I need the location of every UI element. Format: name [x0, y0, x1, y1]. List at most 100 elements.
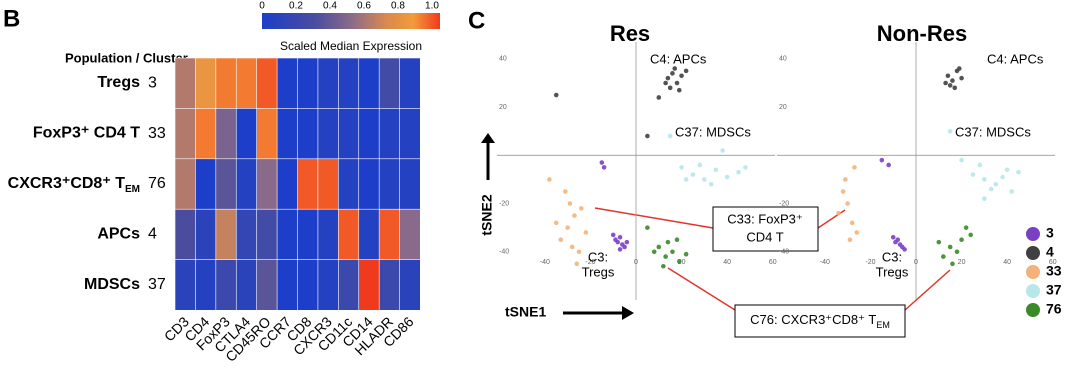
arrow-head: [481, 133, 495, 143]
annotation: C37: MDSCs: [955, 124, 1031, 139]
heat-cell: [297, 57, 319, 110]
heat-cell: [256, 208, 278, 261]
point: [968, 232, 973, 238]
point: [849, 220, 855, 226]
heat-cell: [358, 108, 380, 160]
point: [565, 225, 570, 230]
heat-cell: [297, 108, 319, 160]
callout-text: CD4 T: [746, 229, 783, 244]
heat-cell: [399, 57, 421, 110]
row-label: FoxP3⁺ CD4 T: [33, 125, 140, 142]
x-tick-label: -20: [585, 259, 595, 266]
heat-cell: [399, 208, 421, 261]
heat-cell: [358, 57, 380, 110]
point: [936, 239, 942, 245]
point: [674, 80, 680, 86]
heat-cell: [378, 57, 401, 110]
heat-cell: [174, 57, 197, 110]
point: [697, 162, 703, 168]
point: [845, 201, 850, 206]
heat-cell: [338, 208, 360, 261]
y-tick-label: 40: [779, 56, 787, 63]
point: [902, 247, 907, 252]
heat-cell: [195, 158, 217, 210]
point: [624, 239, 630, 245]
heat-cell: [317, 158, 339, 210]
heat-cell: [195, 259, 217, 311]
heat-cell: [338, 108, 360, 160]
heat-cell: [174, 208, 197, 261]
heat-cell: [338, 158, 360, 210]
point: [547, 177, 552, 182]
y-tick-label: -20: [499, 200, 509, 207]
callout-main: C76: CXCR3⁺CD8⁺ T: [750, 312, 876, 327]
heat-cell: [399, 259, 421, 311]
annotation: C3:: [882, 249, 902, 264]
row-label: CXCR3⁺CD8⁺ TEM: [8, 175, 140, 195]
row-cluster: 4: [148, 226, 157, 243]
colorbar-tick-label: 0: [259, 1, 265, 12]
x-tick-label: -40: [820, 259, 830, 266]
heat-cell: [317, 259, 339, 311]
heat-cell: [399, 158, 421, 210]
heat-cell: [235, 57, 258, 110]
legend-swatch: [1026, 303, 1040, 317]
point: [661, 263, 666, 269]
point: [672, 66, 678, 71]
heat-cell: [317, 208, 339, 261]
heat-cell: [378, 158, 401, 210]
row-label: MDSCs: [84, 276, 140, 293]
legend-swatch: [1026, 246, 1040, 260]
heat-cell: [297, 208, 319, 261]
point: [836, 210, 841, 216]
point: [959, 157, 964, 163]
legend-swatch: [1026, 284, 1040, 298]
point: [847, 237, 853, 243]
y-tick-label: -20: [779, 200, 789, 207]
point: [569, 244, 575, 250]
heat-cell: [378, 208, 401, 261]
point: [601, 165, 607, 170]
annotation: C37: MDSCs: [675, 124, 751, 139]
point: [676, 259, 682, 264]
legend-swatch: [1026, 227, 1040, 241]
point: [945, 73, 951, 79]
x-axis-label: tSNE1: [505, 304, 546, 320]
callout-box: [734, 304, 906, 338]
point: [617, 247, 623, 252]
row-label: Tregs: [97, 74, 140, 91]
y-tick-label: -40: [499, 249, 509, 256]
point: [890, 235, 896, 240]
x-tick-label: 60: [1049, 259, 1057, 266]
heat-cell: [235, 208, 258, 261]
point: [950, 78, 955, 83]
point: [663, 80, 668, 86]
point: [574, 261, 580, 267]
point: [579, 206, 584, 211]
colorbar-label: Scaled Median Expression: [280, 39, 422, 53]
row-label-main: FoxP3⁺ CD4 T: [33, 125, 140, 142]
row-cluster: 3: [148, 74, 157, 91]
annotation: Tregs: [876, 264, 909, 279]
colorbar-tick-label: 1.0: [425, 1, 439, 12]
row-label-sub: EM: [125, 184, 140, 195]
point: [667, 85, 673, 91]
x-tick-label: 20: [678, 259, 686, 266]
point: [720, 148, 725, 153]
heat-cell: [338, 259, 360, 311]
point: [959, 75, 964, 81]
point: [963, 225, 969, 230]
point: [736, 169, 741, 175]
point: [852, 165, 857, 170]
callout-box: [712, 206, 819, 252]
point: [840, 189, 846, 194]
heat-cell: [338, 57, 360, 110]
point: [988, 186, 994, 192]
legend-label: 4: [1046, 244, 1054, 260]
colorbar-tick-label: 0.8: [391, 1, 405, 12]
heat-cell: [235, 259, 258, 311]
row-label-main: Tregs: [97, 74, 140, 91]
y-axis-label: tSNE2: [479, 194, 495, 235]
row-label-main: APCs: [97, 226, 140, 243]
